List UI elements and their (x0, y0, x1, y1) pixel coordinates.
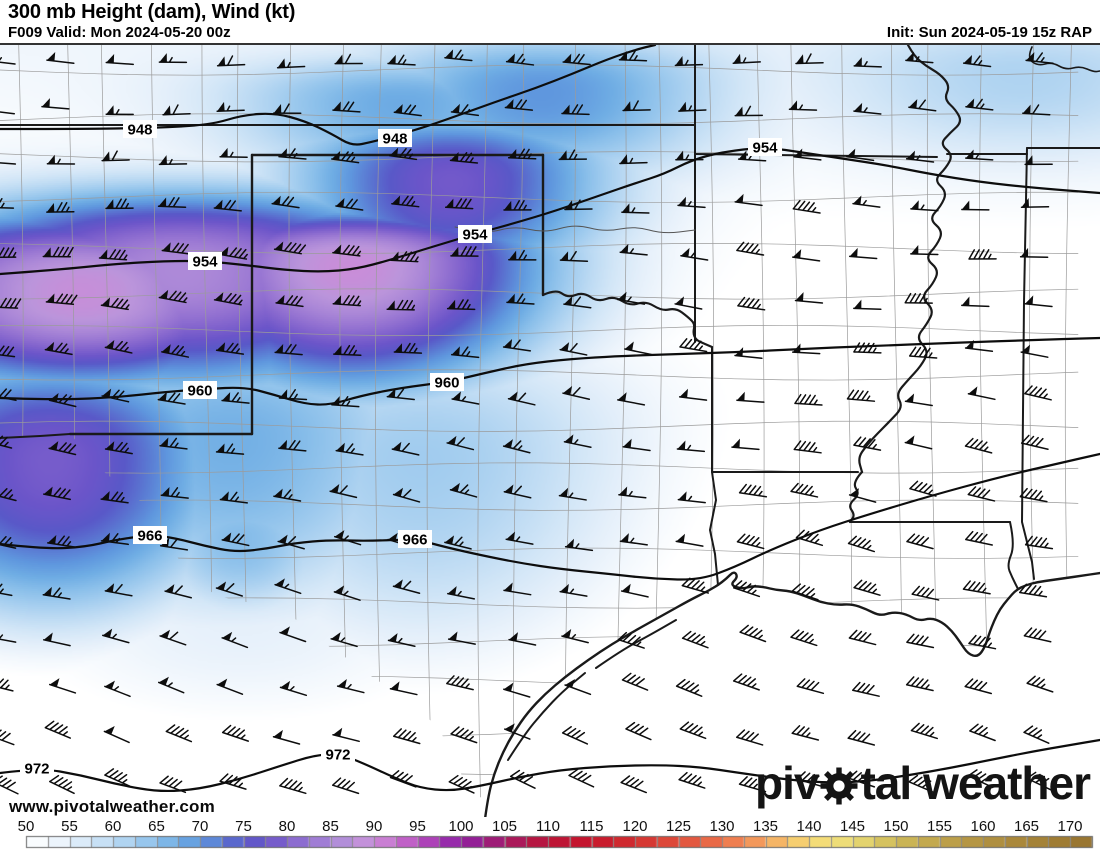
pivotal-weather-logo: piv tal weather (754, 757, 1091, 809)
svg-text:966: 966 (402, 532, 427, 549)
colorbar-tick: 170 (1057, 818, 1083, 835)
colorbar-tick: 115 (579, 818, 604, 835)
map-area: 948 948 954 954 954 960 960 966 966 972 972 (0, 43, 1100, 819)
colorbar-tick: 70 (191, 818, 209, 835)
colorbar-tick: 120 (622, 818, 648, 835)
gear-icon (819, 766, 859, 806)
svg-text:960: 960 (434, 375, 459, 392)
colorbar-tick: 90 (365, 818, 383, 835)
colorbar-tick: 160 (970, 818, 996, 835)
colorbar: 50 55 60 65 70 75 80 85 90 95 100 105 110 115 120 125 13… (0, 817, 1100, 850)
svg-text:948: 948 (127, 122, 152, 139)
colorbar-tick: 135 (752, 818, 779, 835)
colorbar-tick: 85 (322, 818, 339, 835)
colorbar-tick: 165 (1013, 818, 1040, 835)
svg-text:966: 966 (137, 528, 162, 545)
colorbar-tick: 80 (278, 818, 296, 835)
colorbar-tick: 105 (491, 818, 518, 835)
colorbar-tick: 140 (796, 818, 822, 835)
svg-text:954: 954 (462, 227, 488, 244)
logo-text-weather: weather (923, 757, 1091, 809)
height-contour-labels: 948 948 954 954 954 960 960 966 966 972 972 (20, 120, 782, 778)
wind-barbs (0, 49, 1054, 795)
colorbar-tick: 125 (665, 818, 692, 835)
colorbar-tick: 155 (926, 818, 953, 835)
colorbar-tick: 110 (536, 818, 560, 835)
watermark-url: www.pivotalweather.com (9, 797, 215, 816)
colorbar-tick: 50 (17, 818, 35, 835)
colorbar-tick: 65 (148, 818, 165, 835)
logo-text-tal: tal (860, 757, 912, 809)
county-borders (0, 45, 1079, 819)
colorbar-tick: 150 (883, 818, 909, 835)
forecast-valid-time: F009 Valid: Mon 2024-05-20 00z (8, 24, 231, 41)
colorbar-scale (0, 835, 1100, 850)
svg-text:948: 948 (382, 131, 407, 148)
colorbar-tick: 55 (61, 818, 78, 835)
map-header: 300 mb Height (dam), Wind (kt) F009 Vali… (0, 0, 1100, 43)
colorbar-tick: 95 (409, 818, 426, 835)
model-init-time: Init: Sun 2024-05-19 15z RAP (886, 24, 1092, 41)
colorbar-tick: 75 (235, 818, 252, 835)
logo-text-piv: piv (754, 757, 819, 809)
colorbar-tick: 145 (839, 818, 866, 835)
map-overlay: 948 948 954 954 954 960 960 966 966 972 972 (0, 45, 1100, 819)
map-title: 300 mb Height (dam), Wind (kt) (8, 1, 296, 23)
colorbar-tick-labels: 50 55 60 65 70 75 80 85 90 95 100 105 110 115 120 125 13… (0, 817, 1100, 835)
colorbar-tick: 60 (104, 818, 122, 835)
svg-text:972: 972 (325, 747, 350, 764)
colorbar-tick: 100 (448, 818, 474, 835)
state-borders (0, 45, 1100, 819)
svg-text:954: 954 (752, 140, 778, 157)
svg-text:960: 960 (187, 383, 212, 400)
svg-text:972: 972 (24, 761, 49, 778)
colorbar-tick: 130 (709, 818, 735, 835)
svg-text:954: 954 (192, 254, 218, 271)
